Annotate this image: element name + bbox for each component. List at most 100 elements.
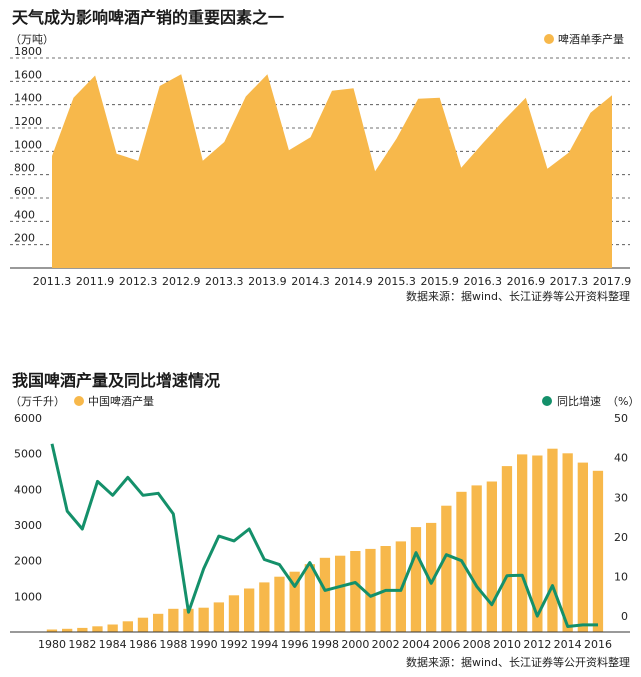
chart2-bar xyxy=(319,557,331,632)
chart2-x-tick-label: 1994 xyxy=(250,638,278,651)
chart2-legend-bar-marker xyxy=(74,396,84,406)
chart1-x-tick-label: 2012.9 xyxy=(162,275,201,288)
chart2-left-tick-label: 1000 xyxy=(14,590,42,603)
chart2-bar xyxy=(441,505,452,632)
chart2-x-tick-label: 1998 xyxy=(311,638,339,651)
chart1-x-tick-label: 2016.3 xyxy=(464,275,503,288)
chart1-source: 数据来源：据wind、长江证券等公开资料整理 xyxy=(406,289,630,303)
chart1-x-tick-label: 2014.3 xyxy=(291,275,330,288)
chart2-bar xyxy=(107,624,118,632)
chart2-right-tick-label: 10 xyxy=(614,571,628,584)
chart2-bar xyxy=(92,626,103,632)
chart2-legend-bar-label: 中国啤酒产量 xyxy=(88,394,154,408)
chart2-bar xyxy=(62,628,73,632)
chart2-x-tick-label: 2002 xyxy=(372,638,400,651)
chart1-y-tick-label: 800 xyxy=(14,162,35,175)
chart2-x-tick-label: 2016 xyxy=(584,638,612,651)
chart2-bar xyxy=(547,448,558,632)
chart1-y-axis: 200 400 600 800 1000 1200 1400 1600 1800 xyxy=(14,45,42,245)
chart1-x-tick-label: 2015.9 xyxy=(420,275,459,288)
chart1-x-tick-label: 2011.9 xyxy=(76,275,115,288)
chart2-unit-label: （万千升） xyxy=(10,395,65,408)
chart2-x-tick-label: 2010 xyxy=(493,638,521,651)
chart2-left-tick-label: 5000 xyxy=(14,448,42,461)
chart2-x-axis: 1980 1982 1984 1986 1988 1990 1992 1994 1996 1998… xyxy=(10,631,630,651)
chart2-x-tick-label: 1982 xyxy=(68,638,96,651)
chart2-right-tick-label: 40 xyxy=(614,452,628,465)
chart2-bar xyxy=(501,466,513,632)
chart2-right-tick-label: 0 xyxy=(621,610,628,623)
chart1-x-axis: 2011.3 2011.9 2012.3 2012.9 2013.3 2013.9 2014… xyxy=(33,275,632,288)
chart2-bars xyxy=(46,448,604,632)
chart1-unit-label: （万吨） xyxy=(10,33,54,46)
chart1-x-tick-label: 2011.3 xyxy=(33,275,72,288)
chart2-bar xyxy=(471,485,482,632)
chart1-title: 天气成为影响啤酒产销的重要因素之一 xyxy=(12,8,284,27)
chart2-x-tick-label: 2008 xyxy=(463,638,491,651)
chart2-right-axis: 0 10 20 30 40 50 xyxy=(614,412,628,623)
chart2-legend-bars: 中国啤酒产量 xyxy=(74,394,154,408)
chart2-growth-line xyxy=(50,443,599,628)
chart2-x-tick-label: 1980 xyxy=(38,638,66,651)
chart2-bar xyxy=(365,548,376,632)
chart2-source: 数据来源：据wind、长江证券等公开资料整理 xyxy=(406,655,630,669)
chart1-y-tick-label: 600 xyxy=(14,185,35,198)
chart2-right-tick-label: 50 xyxy=(614,412,628,425)
chart2-x-tick-label: 2012 xyxy=(523,638,551,651)
chart2-bar xyxy=(213,602,224,632)
chart2-bar xyxy=(592,470,604,632)
chart2-x-tick-label: 2014 xyxy=(554,638,582,651)
chart2-bar xyxy=(335,555,346,632)
chart2-x-tick-label: 1996 xyxy=(281,638,309,651)
chart2-legend-line-label: 同比增速 xyxy=(557,394,601,408)
chart2-bar xyxy=(77,627,88,632)
chart1-y-tick-label: 400 xyxy=(14,208,35,221)
chart1-x-tick-label: 2012.3 xyxy=(119,275,158,288)
chart1-area-series xyxy=(52,74,612,268)
chart2-x-tick-label: 1992 xyxy=(220,638,248,651)
chart2-bar xyxy=(517,454,528,632)
chart1-y-tick-label: 1200 xyxy=(14,115,42,128)
chart2-bar xyxy=(244,588,255,632)
chart2-left-tick-label: 2000 xyxy=(14,555,42,568)
chart1-x-tick-label: 2016.9 xyxy=(507,275,546,288)
chart1-legend-label: 啤酒单季产量 xyxy=(558,32,624,46)
chart1-y-tick-label: 1000 xyxy=(14,138,42,151)
chart2-bar xyxy=(137,617,149,632)
chart2-title: 我国啤酒产量及同比增速情况 xyxy=(12,371,220,390)
chart2-bar xyxy=(426,522,437,632)
chart2-x-tick-label: 1990 xyxy=(190,638,218,651)
chart2-legend-line-marker xyxy=(542,396,552,406)
chart2-bar xyxy=(153,613,164,632)
chart2-bar xyxy=(122,621,133,632)
chart1-x-tick-label: 2014.9 xyxy=(334,275,373,288)
chart2-bar xyxy=(228,595,240,632)
chart1-legend: 啤酒单季产量 xyxy=(544,32,624,46)
chart2-right-axis-label: （%） xyxy=(607,395,639,408)
chart2-bar xyxy=(562,453,573,632)
chart2-x-tick-label: 2004 xyxy=(402,638,430,651)
chart1-y-tick-label: 1800 xyxy=(14,45,42,58)
chart2-bar xyxy=(577,462,588,632)
chart1-y-tick-label: 1600 xyxy=(14,68,42,81)
chart1-x-tick-label: 2013.3 xyxy=(205,275,244,288)
chart2-bar xyxy=(46,629,58,632)
chart2-bar xyxy=(274,576,285,632)
chart1-x-tick-label: 2017.3 xyxy=(550,275,589,288)
chart2-left-tick-label: 4000 xyxy=(14,483,42,496)
chart2-left-tick-label: 3000 xyxy=(14,519,42,532)
chart1-y-tick-label: 200 xyxy=(14,232,35,245)
chart2-bar xyxy=(532,455,543,632)
chart2-bar xyxy=(410,527,422,632)
chart1-x-tick-label: 2015.3 xyxy=(377,275,416,288)
chart1-legend-marker xyxy=(544,34,554,44)
chart1-y-tick-label: 1400 xyxy=(14,92,42,105)
chart2-left-axis: 1000 2000 3000 4000 5000 6000 xyxy=(14,412,42,603)
chart2-x-tick-label: 1986 xyxy=(129,638,157,651)
chart2-bar xyxy=(168,608,179,632)
chart1-x-tick-label: 2013.9 xyxy=(248,275,287,288)
chart2-right-tick-label: 20 xyxy=(614,531,628,544)
chart2-bar xyxy=(486,481,497,632)
chart2-x-tick-label: 1984 xyxy=(99,638,127,651)
